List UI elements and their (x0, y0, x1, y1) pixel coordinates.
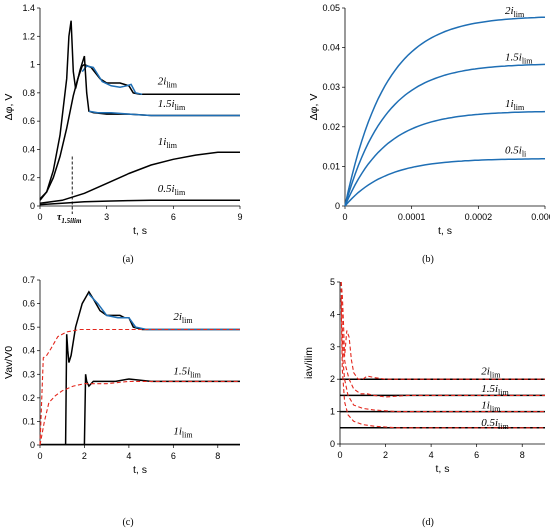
series-annotation: 2ilim (505, 5, 525, 19)
x-axis-label: t, s (438, 225, 452, 237)
x-tick-label: 0 (37, 212, 42, 222)
x-axis-label: t, s (435, 463, 449, 475)
y-tick-label: 5 (330, 277, 335, 287)
y-tick-label: 0.8 (22, 88, 35, 98)
series-line-6 (39, 380, 240, 446)
chart-panel-2: 0 0.0001 0.0002 0.0003 0 0.01 0.02 0.03 0.04 0.05… (308, 3, 550, 265)
series-annotation: 0.5ilim (481, 417, 509, 431)
y-tick-label: 1.2 (22, 31, 35, 41)
y-tick-label: 0.03 (322, 82, 340, 92)
x-tick-label: 9 (237, 212, 242, 222)
tau-marker-label: τ1.5ilim (57, 212, 82, 225)
series-annotation: 2ilim (158, 75, 178, 89)
series-annotation: 1.5ilim (158, 98, 186, 112)
x-tick-label: 4 (126, 451, 131, 461)
series-annotation: 2ilim (481, 365, 501, 379)
y-tick-label: 0 (30, 201, 35, 211)
panel-label: (c) (122, 517, 133, 528)
y-tick-label: 0.7 (22, 275, 35, 285)
y-axis-label: Δφ, V (3, 94, 15, 121)
x-tick-label: 2 (82, 451, 87, 461)
x-tick-label: 0 (37, 451, 42, 461)
x-tick-label: 8 (520, 450, 525, 460)
x-tick-label: 8 (215, 451, 220, 461)
series-line-2 (88, 293, 240, 331)
x-tick-label: 4 (429, 450, 434, 460)
y-tick-label: 0.05 (322, 3, 340, 13)
chart-panel-3: 0 2 4 6 8 0 0.1 0.2 0.3 0.4 0.5 0.6 0.7 t, s Vav/V0 2il… (3, 275, 240, 528)
y-tick-label: 0.4 (22, 346, 35, 356)
x-tick-label: 0.0001 (398, 212, 426, 222)
y-tick-label: 4 (330, 309, 335, 319)
series-line-7 (340, 281, 545, 413)
x-tick-label: 3 (104, 212, 109, 222)
series-annotation: 1ilim (481, 399, 501, 413)
y-tick-label: 0.1 (22, 416, 35, 426)
series-line-1 (344, 16, 546, 207)
x-tick-label: 0.0003 (531, 212, 550, 222)
y-tick-label: 0.01 (322, 161, 340, 171)
series-annotation: 0.5ilim (158, 183, 186, 197)
panel-label: (d) (422, 517, 434, 528)
series-line-4 (344, 158, 545, 207)
y-tick-label: 0.2 (22, 173, 35, 183)
chart-panel-4: 0 2 4 6 8 0 1 2 3 4 5 t, s iav/ilim 2ilim 1.5ilim 1ilim… (303, 277, 545, 528)
chart-panel-1: 0 3 6 9 0 0.2 0.4 0.6 0.8 1 1.2 1.4 t, s Δφ, V τ1.5ili… (3, 3, 243, 265)
series-line-1 (39, 63, 240, 200)
x-axis-label: t, s (133, 225, 147, 237)
series-annotation: 0.5ili (505, 144, 527, 158)
series-annotation: 1.5ilim (505, 51, 533, 65)
y-tick-label: 0.04 (322, 43, 340, 53)
y-tick-label: 1 (330, 407, 335, 417)
series-line-5 (39, 151, 240, 204)
series-line-6 (39, 199, 240, 206)
series-line-5 (340, 281, 545, 380)
panel-label: (a) (122, 254, 133, 265)
series-annotation: 1.5ilim (481, 383, 509, 397)
series-line-3 (344, 110, 546, 207)
panel-label: (b) (422, 254, 434, 265)
y-tick-label: 0.2 (22, 393, 35, 403)
series-annotation: 1.5ilim (173, 365, 201, 379)
y-tick-label: 0.02 (322, 122, 340, 132)
series-line-2 (344, 63, 546, 207)
y-tick-label: 0.5 (22, 322, 35, 332)
series-line-6 (340, 281, 545, 398)
y-tick-label: 0.3 (22, 369, 35, 379)
y-tick-label: 1 (30, 60, 35, 70)
x-tick-label: 0 (342, 212, 347, 222)
x-tick-label: 6 (171, 451, 176, 461)
y-tick-label: 0.4 (22, 144, 35, 154)
series-annotation: 1ilim (158, 136, 178, 150)
x-tick-label: 0 (337, 450, 342, 460)
y-tick-label: 0 (30, 440, 35, 450)
x-tick-label: 6 (171, 212, 176, 222)
series-annotation: 2ilim (173, 311, 193, 325)
y-tick-label: 0 (330, 439, 335, 449)
y-axis-label: iav/ilim (303, 347, 315, 379)
series-annotation: 1ilim (173, 425, 193, 439)
series-line-4 (88, 110, 240, 117)
series-line-2 (81, 65, 143, 96)
y-tick-label: 0.6 (22, 116, 35, 126)
y-axis-label: Δφ, V (308, 94, 320, 121)
series-annotation: 1ilim (505, 98, 525, 112)
y-tick-label: 0.6 (22, 299, 35, 309)
x-tick-label: 2 (383, 450, 388, 460)
series-line-5 (39, 328, 240, 446)
series-line-3 (83, 374, 240, 446)
y-axis-label: Vav/V0 (3, 346, 15, 379)
x-axis-label: t, s (133, 464, 147, 476)
y-tick-label: 0 (335, 201, 340, 211)
x-tick-label: 6 (474, 450, 479, 460)
y-tick-label: 2 (330, 374, 335, 384)
x-tick-label: 0.0002 (465, 212, 493, 222)
series-line-8 (340, 298, 545, 429)
y-tick-label: 3 (330, 342, 335, 352)
series-line-1 (64, 290, 240, 446)
y-tick-label: 1.4 (22, 3, 35, 13)
